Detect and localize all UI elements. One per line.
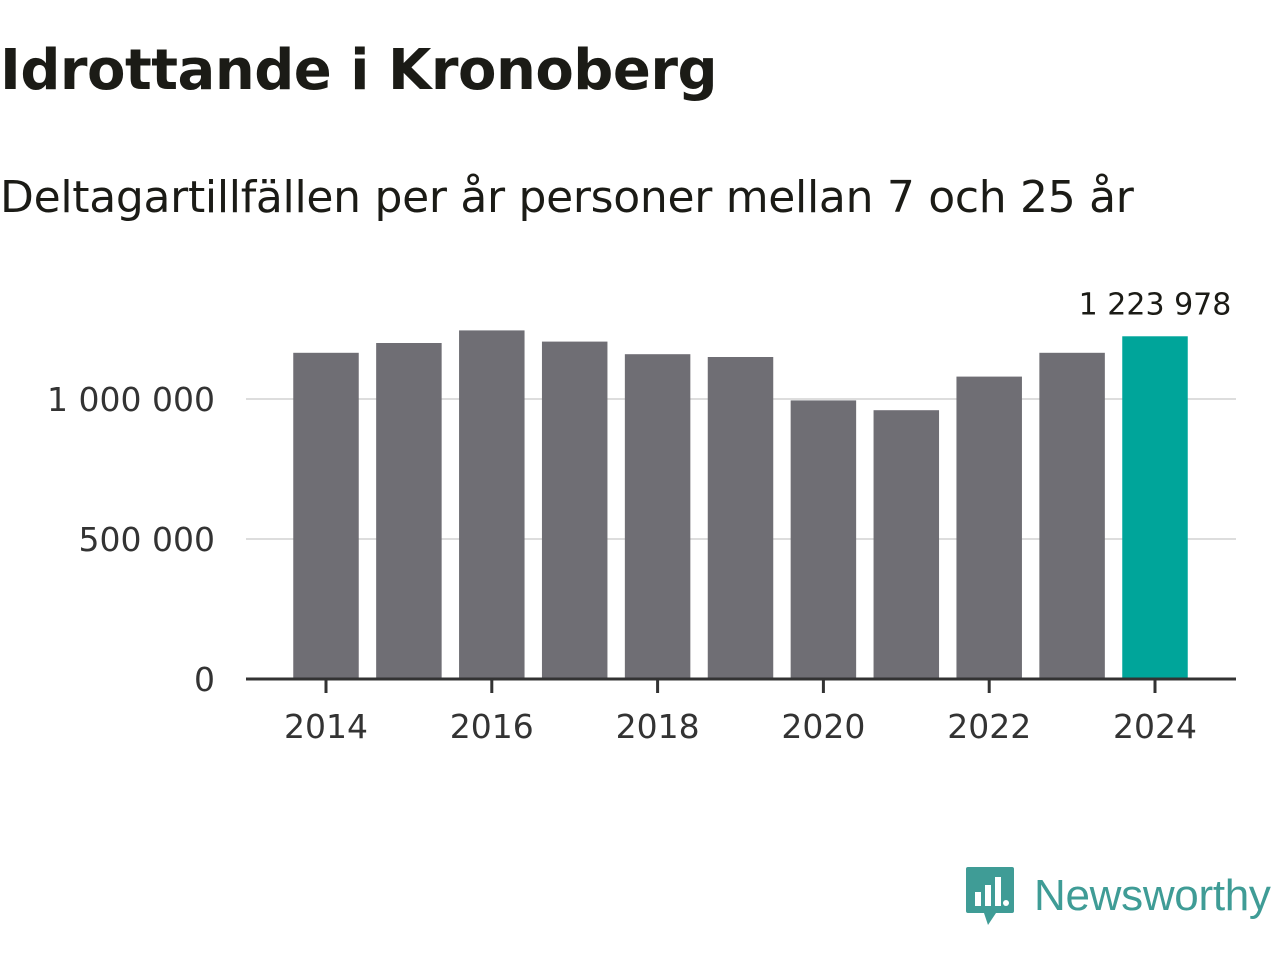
x-tick-label: 2016 [450,707,534,746]
bar-2023 [1039,352,1105,679]
x-tick-label: 2022 [947,707,1031,746]
data-labels: 1 223 978 [1079,287,1232,322]
bar-2021 [873,410,940,679]
bar-2019 [707,357,774,679]
x-axis-ticks: 2014 2016 2018 2020 2022 2024 [284,679,1197,746]
bar-chart-logo-icon [966,867,1014,925]
newsworthy-logo: Newsworthy [964,864,1271,928]
x-tick-label: 2018 [616,707,700,746]
y-tick-label: 1 000 000 [47,380,215,419]
y-tick-label: 500 000 [79,520,215,559]
bar-2022 [956,376,1022,679]
x-tick-label: 2024 [1113,707,1197,746]
bar-2016 [459,330,525,679]
bars [293,330,1188,679]
y-axis-ticks: 0 500 000 1 000 000 [47,380,215,699]
brand-name: Newsworthy [1034,871,1271,920]
bar-2020 [790,400,857,679]
x-tick-label: 2014 [284,707,368,746]
bar-2018 [624,354,691,679]
chart-subtitle: Deltagartillfällen per år personer mella… [0,172,1134,223]
highlight-value-label: 1 223 978 [1079,287,1232,322]
chart-title: Idrottande i Kronoberg [0,38,718,103]
bar-2015 [376,343,442,679]
y-tick-label: 0 [194,660,215,699]
bar-2017 [541,341,608,679]
x-tick-label: 2020 [781,707,865,746]
bar-2014 [293,352,359,679]
bar-2024 [1122,336,1188,679]
